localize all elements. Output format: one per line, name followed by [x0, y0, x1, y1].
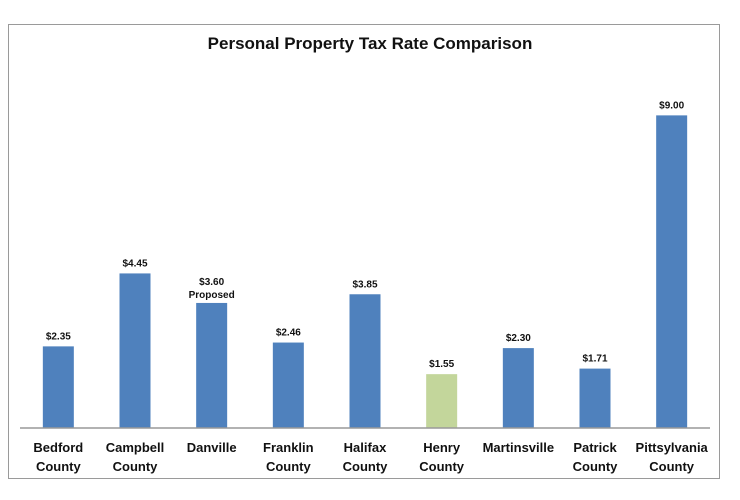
bar-3 [272, 342, 304, 428]
x-tick-label: County [573, 459, 619, 474]
x-tick-label: Halifax [344, 440, 387, 455]
x-tick-label: County [419, 459, 465, 474]
chart-title: Personal Property Tax Rate Comparison [207, 34, 533, 53]
annotation-label: Proposed [189, 290, 235, 301]
x-tick-label: Patrick [573, 440, 617, 455]
data-label: $1.55 [429, 359, 454, 370]
x-tick-label: Franklin [263, 440, 314, 455]
data-label: $3.60 [199, 277, 224, 288]
x-tick-label: Henry [423, 440, 461, 455]
x-tick-label: County [649, 459, 695, 474]
chart-frame [8, 24, 720, 479]
data-label: $4.45 [122, 258, 147, 269]
data-label: $2.30 [506, 333, 531, 344]
x-tick-label: Danville [187, 440, 237, 455]
bar-8 [656, 115, 688, 429]
x-tick-label: Pittsylvania [636, 440, 709, 455]
data-label: $9.00 [659, 100, 684, 111]
bar-2 [196, 302, 228, 428]
x-tick-label: Bedford [33, 440, 83, 455]
bar-6 [502, 348, 534, 428]
data-label: $2.46 [276, 328, 301, 339]
x-tick-label: County [36, 459, 82, 474]
x-tick-label: County [113, 459, 159, 474]
data-label: $1.71 [582, 354, 607, 365]
bar-0 [42, 346, 74, 428]
x-tick-label: County [343, 459, 389, 474]
bar-5 [426, 374, 458, 428]
x-tick-label: Martinsville [483, 440, 555, 455]
x-tick-label: County [266, 459, 312, 474]
bar-1 [119, 273, 151, 428]
bar-7 [579, 368, 611, 428]
data-label: $3.85 [352, 279, 377, 290]
data-label: $2.35 [46, 331, 71, 342]
bar-4 [349, 294, 381, 428]
x-tick-label: Campbell [106, 440, 165, 455]
